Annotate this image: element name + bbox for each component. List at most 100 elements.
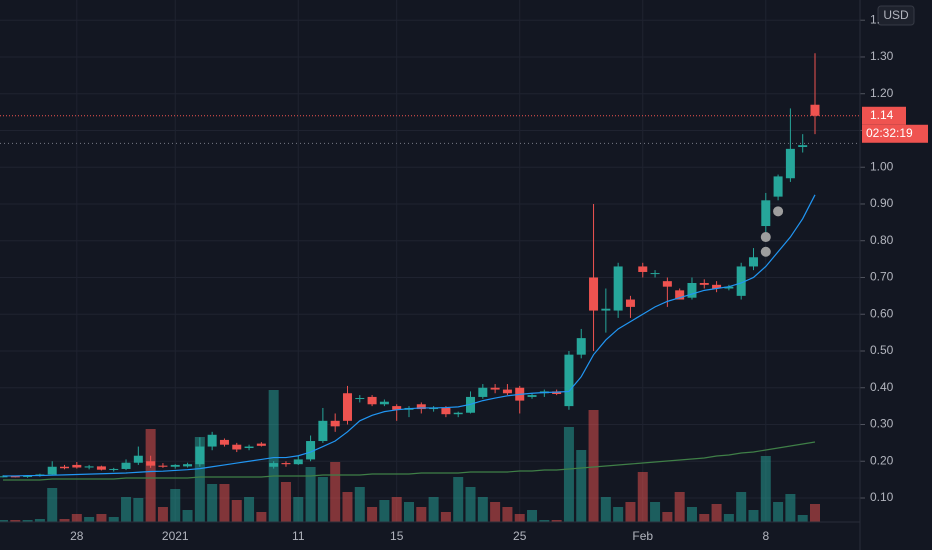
volume-bar [662,512,673,522]
volume-bar [342,492,353,522]
volume-bar [182,510,193,522]
y-tick-label: 0.40 [870,380,894,394]
volume-bar [736,492,747,522]
volume-bar [810,504,820,522]
volume-bar [576,450,587,522]
currency-box[interactable] [877,5,915,26]
candle-body [613,266,623,311]
indicator-dot [760,246,771,257]
volume-bar [133,498,144,522]
candle-body [84,466,94,468]
volume-bar [84,517,95,522]
volume-bar [723,514,734,522]
x-tick-label: 11 [292,529,305,543]
volume-bar [785,494,796,522]
volume-bar [428,497,439,522]
candle-body [564,354,574,407]
volume-bar [71,514,82,522]
volume-bar [453,477,464,522]
candle-body [416,404,426,410]
volume-bar [613,507,624,522]
indicator-dot [773,206,784,217]
candle-body [453,412,463,415]
volume-bar [760,456,771,522]
volume-bar [305,467,316,522]
y-tick-label: 0.10 [870,490,894,504]
candle-body [244,446,254,449]
candle-body [527,395,537,397]
grid [0,0,860,522]
volume-bar [502,507,513,522]
volume-bar [256,512,267,522]
x-tick-label: 15 [390,529,404,543]
volume-bar [231,500,242,522]
candle-body [306,441,316,460]
y-tick-label: 1.20 [870,86,894,100]
candle-body [773,176,783,197]
volume-bar [0,520,8,522]
x-tick-label: Feb [632,529,653,543]
volume-bar [773,502,784,522]
volume-bar [96,514,107,522]
volume-bar [219,484,230,522]
volume-bar [317,477,328,522]
volume-bar [563,427,574,522]
candle-body [318,420,328,442]
volume-bar [539,520,550,522]
volume-bar [379,500,390,522]
volume-bar [625,502,636,522]
candle-body [355,398,365,400]
x-tick-label: 25 [513,529,527,543]
volume-bar [280,482,291,522]
candle-body [490,387,500,390]
volume-bar [354,487,365,522]
volume-bar [588,410,599,522]
candle-body [183,464,193,467]
currency: USD [883,8,909,22]
candle-body [23,475,33,477]
y-tick-label: 1. [870,12,880,26]
volume-ma-line [3,441,816,481]
candle-body [219,439,229,445]
candle-body [478,387,488,397]
volume-bar [600,497,611,522]
candle-body [72,464,82,468]
candle-body [269,463,279,467]
volume-bar [514,514,525,522]
candle-body [785,148,795,179]
candle-body [47,466,57,475]
candle-body [589,277,599,311]
volume-bar [293,497,304,522]
last-price-label: 1.14 [870,108,894,122]
candle-body [281,463,291,465]
volume-bar [551,520,562,522]
candle-body [724,286,734,289]
candle-body [367,396,377,405]
x-tick-label: 8 [762,529,769,543]
candle-body [810,104,820,116]
volume-bar [47,488,58,522]
y-tick-label: 0.80 [870,233,894,247]
candle-body [133,455,143,463]
candle-body [576,338,586,355]
candle-body [601,308,611,311]
volume-bar [207,484,218,522]
volume-bar [121,497,132,522]
volume-bar [637,472,648,522]
y-tick-label: 0.60 [870,306,894,320]
candle-body [342,393,352,421]
volume-bar [797,515,808,522]
volume-bar [34,519,45,522]
candle-body [232,444,242,450]
volume-bar [465,487,476,522]
candle-body [0,476,8,478]
candle-body [379,401,389,405]
volume-bar [194,437,205,522]
candle-body [625,299,635,307]
candle-body [638,266,648,272]
indicator-dot [760,232,771,243]
